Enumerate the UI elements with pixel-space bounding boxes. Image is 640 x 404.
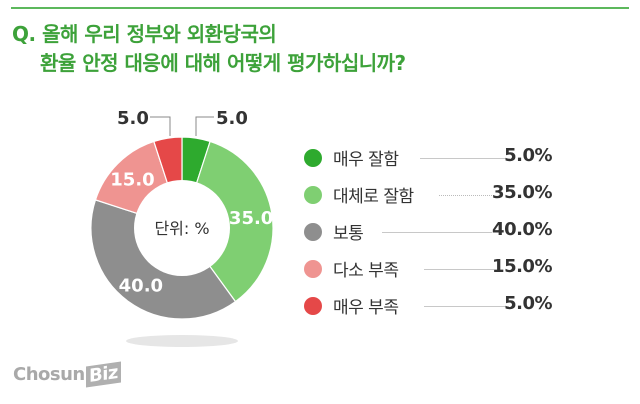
legend-label: 매우 잘함 [333, 150, 399, 170]
legend-value: 5.0% [504, 293, 552, 314]
top-rule [11, 7, 629, 9]
slice-value-label: 35.0 [229, 208, 273, 229]
legend: 매우 잘함 5.0% 대체로 잘함 35.0% 보통 40.0% 다소 부족 1… [302, 144, 552, 329]
donut-hole [134, 180, 230, 276]
chosunbiz-logo: Chosun Biz [13, 361, 121, 388]
leader-line-left [150, 116, 171, 136]
legend-value: 5.0% [504, 145, 552, 166]
legend-value: 15.0% [492, 256, 552, 277]
legend-dot-icon [304, 186, 322, 204]
legend-label: 매우 부족 [333, 298, 399, 318]
legend-dot-icon [304, 260, 322, 278]
slice-value-label: 40.0 [119, 276, 163, 297]
slice-labels: 35.0 40.0 15.0 [110, 170, 273, 297]
legend-divider [439, 195, 494, 196]
question-line-2: 환율 안정 대응에 대해 어떻게 평가하십니까? [40, 51, 406, 75]
legend-dot-icon [304, 297, 322, 315]
outside-label-left: 5.0 [117, 108, 149, 129]
question-line-1: Q. 올해 우리 정부와 외환당국의 [12, 22, 277, 46]
legend-divider [424, 306, 509, 307]
slice-value-label: 15.0 [110, 170, 154, 191]
legend-divider [420, 158, 510, 159]
legend-divider [424, 269, 494, 270]
legend-item: 매우 부족 5.0% [302, 292, 552, 329]
legend-label: 보통 [333, 224, 364, 244]
legend-label: 다소 부족 [333, 261, 399, 281]
leader-line-right [195, 116, 214, 136]
legend-value: 35.0% [492, 182, 552, 203]
legend-value: 40.0% [492, 219, 552, 240]
legend-item: 보통 40.0% [302, 218, 552, 255]
outside-label-right: 5.0 [216, 108, 248, 129]
chart-shadow [126, 335, 238, 347]
legend-label: 대체로 잘함 [333, 187, 414, 207]
legend-dot-icon [304, 149, 322, 167]
legend-item: 매우 잘함 5.0% [302, 144, 552, 181]
legend-dot-icon [304, 223, 322, 241]
logo-biz-badge: Biz [85, 361, 121, 388]
legend-item: 대체로 잘함 35.0% [302, 181, 552, 218]
legend-item: 다소 부족 15.0% [302, 255, 552, 292]
unit-label: 단위: % [154, 219, 209, 238]
legend-divider [382, 232, 492, 233]
logo-text: Chosun [13, 364, 85, 385]
